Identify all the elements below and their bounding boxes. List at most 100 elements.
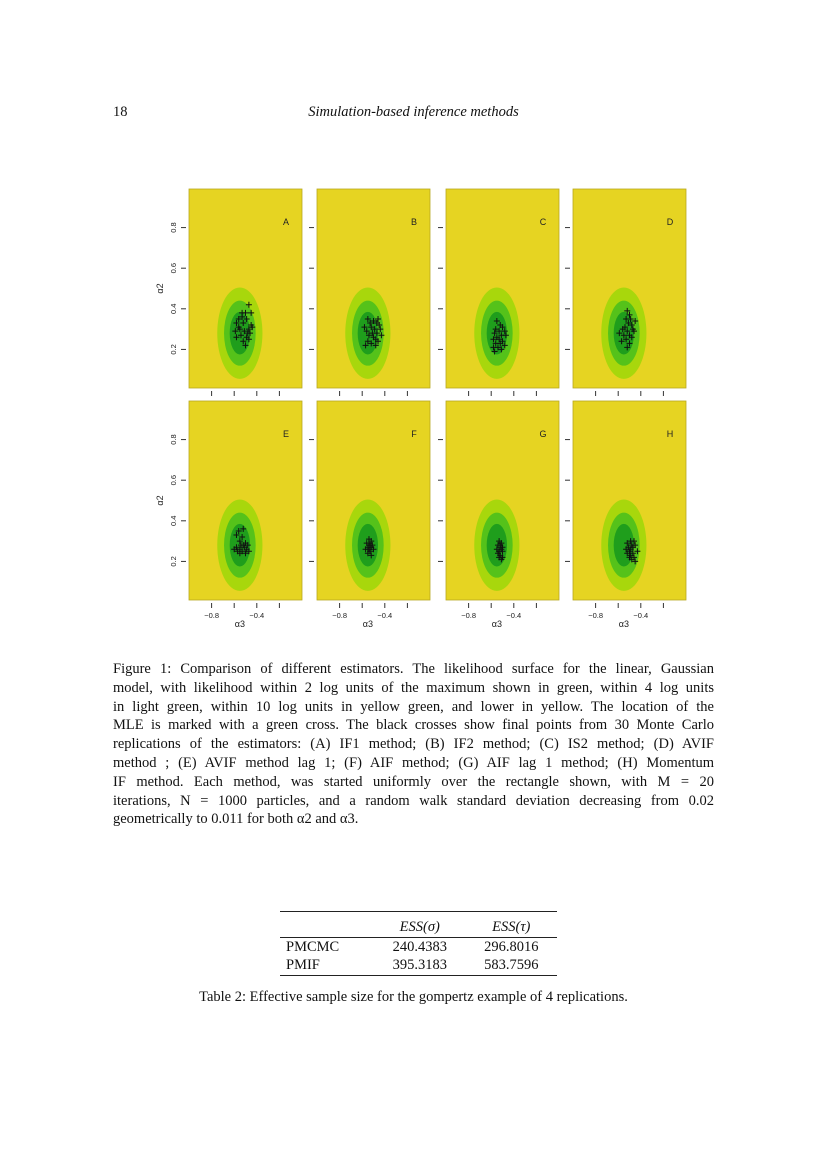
panel-label: A [283, 217, 289, 227]
estimate-cross [371, 326, 378, 333]
estimate-cross [365, 332, 372, 339]
caption-line: iterations, N = 1000 particles, and a ra… [113, 792, 714, 809]
likelihood-contour [229, 311, 251, 355]
y-tick-label: 0.6 [169, 263, 178, 273]
x-tick-label: −0.4 [506, 611, 521, 620]
estimate-cross [378, 332, 385, 339]
panel-label: E [283, 429, 289, 439]
panel-f: F −0.8 −0.4 α3 [309, 400, 431, 629]
estimate-cross [620, 332, 627, 339]
estimate-cross [631, 538, 638, 545]
page-number: 18 [113, 104, 128, 120]
estimate-cross [491, 330, 498, 337]
estimate-cross [364, 315, 371, 322]
caption-line: in light green, within 10 log units in y… [113, 698, 714, 715]
estimate-cross [236, 550, 243, 557]
estimate-cross [245, 326, 252, 333]
estimate-cross [634, 548, 641, 555]
estimate-cross [626, 311, 633, 318]
estimate-cross [235, 527, 242, 534]
estimate-cross [236, 538, 243, 545]
estimate-cross [364, 338, 371, 345]
table-header-row: ESS(σ) ESS(τ) [280, 911, 557, 938]
caption-line: replications of the estimators: (A) IF1 … [113, 736, 714, 753]
estimate-cross [362, 342, 369, 349]
caption-line: model, with likelihood within 2 log unit… [113, 679, 714, 696]
estimate-cross [240, 525, 247, 532]
likelihood-contour [357, 311, 379, 355]
y-axis-label: α2 [155, 495, 165, 505]
estimate-cross [368, 324, 375, 331]
table-row: PMCMC 240.4383 296.8016 [280, 938, 557, 957]
estimate-cross [244, 330, 251, 337]
estimate-cross [624, 550, 631, 557]
estimate-cross [233, 532, 240, 539]
estimate-cross [623, 336, 630, 343]
table-cell: PMCMC [286, 939, 340, 955]
panel-border [445, 188, 560, 389]
running-title: Simulation-based inference methods [308, 104, 519, 120]
estimate-cross [496, 328, 503, 335]
table-row: PMIF 395.3183 583.7596 [280, 956, 557, 976]
estimate-cross [624, 540, 631, 547]
x-axis-label: α3 [619, 619, 629, 629]
estimate-cross [376, 322, 383, 329]
estimate-cross [239, 313, 246, 320]
estimate-cross [245, 336, 252, 343]
y-axis-label: α2 [155, 283, 165, 293]
table-cell: PMIF [280, 956, 374, 976]
estimate-cross [363, 328, 370, 335]
estimate-cross [628, 334, 635, 341]
estimate-cross [498, 346, 505, 353]
estimate-cross [491, 348, 498, 355]
estimate-cross [375, 315, 382, 322]
x-axis-label: α3 [492, 619, 502, 629]
estimate-cross [231, 546, 238, 553]
caption-line: geometrically to 0.011 for both α2 and α… [113, 811, 359, 828]
panel-label: H [667, 429, 674, 439]
panel-label: F [411, 429, 417, 439]
estimate-cross [365, 540, 372, 547]
estimate-cross [370, 317, 377, 324]
estimate-cross [624, 344, 631, 351]
estimate-cross [242, 550, 249, 557]
estimate-cross [368, 340, 375, 347]
caption-line: Figure 1: Comparison of different estima… [113, 661, 714, 677]
estimate-cross [623, 315, 630, 322]
estimate-cross [239, 534, 246, 541]
y-tick-label: 0.4 [169, 516, 178, 526]
estimate-cross [624, 307, 631, 314]
estimate-cross [232, 328, 239, 335]
caption-line: method ; (E) AVIF method lag 1; (F) AIF … [113, 754, 714, 771]
x-tick-label: −0.4 [249, 611, 264, 620]
y-tick-label: 0.8 [169, 222, 178, 232]
estimate-cross [501, 328, 508, 335]
estimate-cross [237, 332, 244, 339]
estimate-cross [494, 344, 501, 351]
estimate-cross [499, 548, 506, 555]
contour-group [601, 499, 647, 591]
likelihood-contour [613, 523, 635, 567]
panel-border [316, 188, 431, 389]
x-tick-label: −0.8 [588, 611, 603, 620]
ess-table: ESS(σ) ESS(τ) PMCMC 240.4383 296.8016 PM… [280, 911, 557, 976]
estimate-cross [233, 320, 240, 327]
estimate-cross [632, 558, 639, 565]
estimate-cross [501, 342, 508, 349]
estimate-cross [498, 556, 505, 563]
estimate-cross [242, 342, 249, 349]
y-tick-label: 0.2 [169, 344, 178, 354]
estimate-cross [626, 554, 633, 561]
table-header: ESS(σ) [374, 911, 466, 938]
estimate-cross [492, 326, 499, 333]
panel-border [188, 400, 303, 601]
estimate-cross [493, 317, 500, 324]
estimate-cross [497, 542, 504, 549]
y-tick-label: 0.4 [169, 304, 178, 314]
estimate-cross [240, 542, 247, 549]
panel-a: A 0.2 0.4 0.6 0.8 α2 [155, 188, 303, 396]
panel-border [188, 188, 303, 389]
panel-label: C [540, 217, 547, 227]
y-tick-label: 0.2 [169, 556, 178, 566]
panel-label: B [411, 217, 417, 227]
